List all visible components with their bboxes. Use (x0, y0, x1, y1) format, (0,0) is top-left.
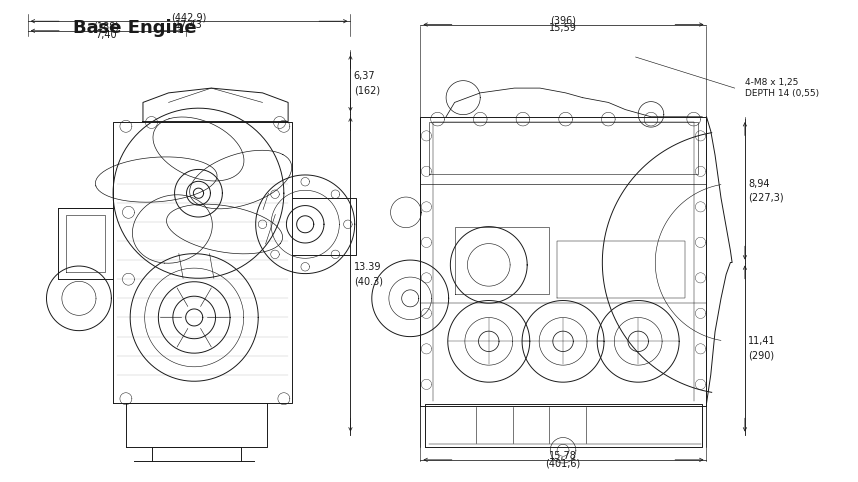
Text: (396): (396) (550, 16, 576, 26)
Text: 17,43: 17,43 (175, 20, 203, 30)
Text: 6,37: 6,37 (353, 71, 376, 81)
Text: (442,9): (442,9) (172, 13, 207, 22)
Text: 13.39: 13.39 (353, 262, 381, 272)
Text: 4-M8 x 1,25
DEPTH 14 (0,55): 4-M8 x 1,25 DEPTH 14 (0,55) (745, 79, 819, 98)
Text: (401,6): (401,6) (546, 459, 581, 469)
Text: (227,3): (227,3) (748, 193, 784, 203)
Text: (188): (188) (94, 22, 119, 32)
Text: 8,94: 8,94 (748, 179, 770, 188)
Text: 7,40: 7,40 (95, 29, 117, 40)
Text: 15,78: 15,78 (549, 451, 577, 461)
Text: Base Engine: Base Engine (73, 19, 196, 37)
Text: 15,59: 15,59 (549, 23, 577, 33)
Text: (290): (290) (748, 351, 775, 361)
Text: (40.3): (40.3) (353, 277, 383, 287)
Text: (162): (162) (353, 85, 380, 95)
Text: 11,41: 11,41 (748, 336, 776, 347)
